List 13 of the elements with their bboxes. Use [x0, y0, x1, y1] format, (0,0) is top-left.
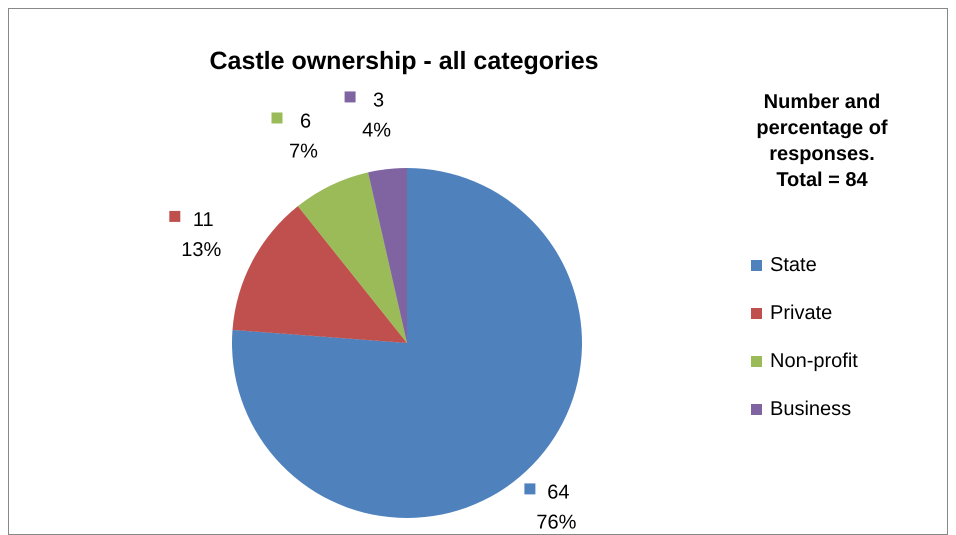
data-label: 11 13%: [181, 208, 222, 261]
pie-slice: [232, 206, 407, 343]
legend-label: State: [770, 254, 817, 276]
data-label: 64 76%: [536, 481, 577, 534]
legend-label: Business: [770, 398, 852, 420]
legend-label: Non-profit: [770, 350, 858, 372]
data-label: 6 7%: [289, 110, 318, 162]
pie-slice: [368, 168, 407, 343]
pie-slice: [298, 172, 407, 343]
legend-title: Number and percentage of responses. Total = 84: [755, 90, 889, 193]
chart-title: Castle ownership - all categories: [208, 47, 600, 76]
legend-label: Private: [770, 302, 832, 324]
data-label: 3 4%: [362, 89, 392, 142]
